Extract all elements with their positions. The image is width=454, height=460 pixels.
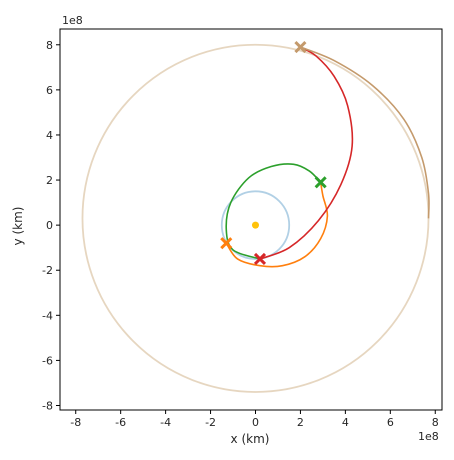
x-tick-label: -4 bbox=[160, 416, 171, 429]
trajectory-line-1 bbox=[225, 182, 329, 268]
x-tick-label: -6 bbox=[115, 416, 126, 429]
x-tick-label: 6 bbox=[387, 416, 394, 429]
y-tick-label: 2 bbox=[46, 174, 53, 187]
sun-point bbox=[251, 221, 259, 229]
position-marker-2 bbox=[314, 176, 327, 189]
x-tick-label: -8 bbox=[70, 416, 81, 429]
position-marker-3 bbox=[253, 252, 267, 266]
x-tick-label: 4 bbox=[342, 416, 349, 429]
trajectory-line-3 bbox=[259, 46, 354, 260]
x-tick-label: 0 bbox=[252, 416, 259, 429]
inner-orbit bbox=[220, 190, 291, 260]
y-axis-label: y (km) bbox=[11, 207, 25, 246]
axes-frame bbox=[59, 28, 443, 411]
y-offset-label: 1e8 bbox=[62, 14, 83, 27]
position-marker-1 bbox=[220, 237, 233, 250]
position-marker-4 bbox=[294, 40, 307, 54]
y-tick-label: 4 bbox=[46, 129, 53, 142]
y-tick-label: 0 bbox=[46, 219, 53, 232]
x-tick-label: 8 bbox=[432, 416, 439, 429]
x-offset-label: 1e8 bbox=[418, 430, 439, 443]
y-tick-label: -8 bbox=[42, 399, 53, 412]
trajectory-line-4 bbox=[300, 46, 430, 219]
y-tick-label: -6 bbox=[42, 354, 53, 367]
x-axis-label: x (km) bbox=[231, 432, 270, 446]
y-tick-label: -4 bbox=[42, 309, 53, 322]
plot-area bbox=[60, 29, 442, 410]
x-tick-label: 2 bbox=[297, 416, 304, 429]
y-tick-label: -2 bbox=[42, 264, 53, 277]
outer-orbit bbox=[81, 43, 430, 393]
y-tick-label: 6 bbox=[46, 84, 53, 97]
x-tick-label: -2 bbox=[205, 416, 216, 429]
y-tick-label: 8 bbox=[46, 39, 53, 52]
